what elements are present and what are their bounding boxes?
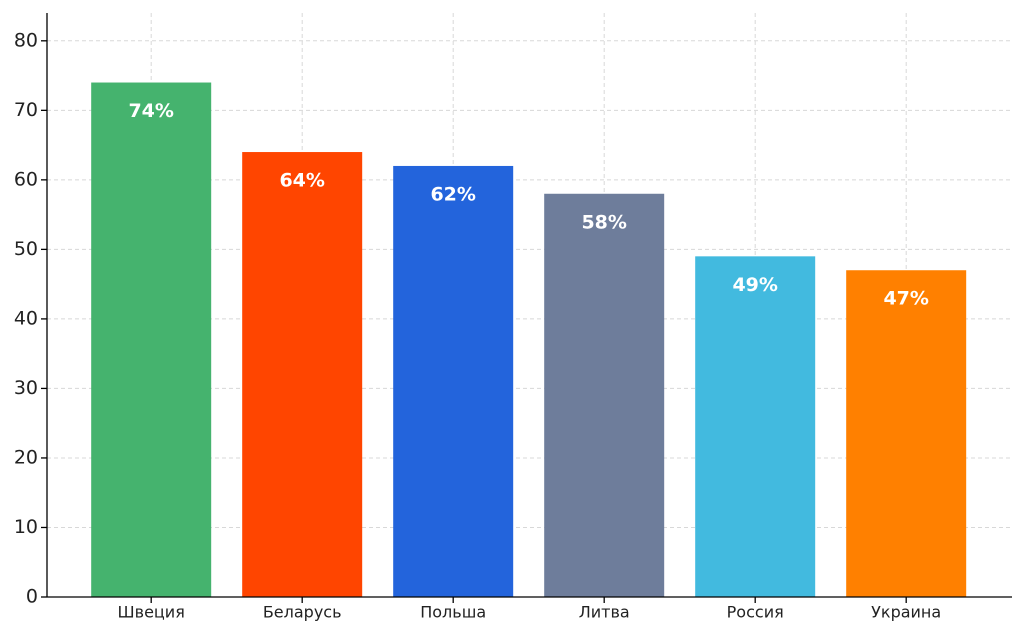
x-tick-label: Россия [727, 603, 784, 622]
x-tick-label: Беларусь [263, 603, 342, 622]
value-label: 47% [883, 288, 928, 310]
y-tick-label: 80 [14, 29, 38, 51]
x-tick-label: Польша [420, 603, 486, 622]
y-tick-label: 40 [14, 307, 38, 329]
bar [91, 82, 212, 598]
value-label: 64% [279, 170, 324, 192]
y-tick-label: 70 [14, 99, 38, 121]
bar [242, 152, 363, 598]
y-tick-label: 30 [14, 377, 38, 399]
bar [393, 165, 514, 597]
bar [695, 256, 816, 597]
y-tick-label: 0 [26, 586, 38, 608]
x-tick-label: Литва [579, 603, 630, 622]
y-tick-label: 10 [14, 516, 38, 538]
x-tick-label: Украина [871, 603, 941, 622]
bar [846, 270, 967, 597]
y-tick-label: 60 [14, 168, 38, 190]
x-tick-label: Швеция [118, 603, 185, 622]
value-label: 58% [581, 211, 626, 233]
y-tick-label: 20 [14, 446, 38, 468]
value-label: 49% [732, 274, 777, 296]
value-label: 74% [128, 100, 173, 122]
bar [544, 193, 665, 597]
value-label: 62% [430, 183, 475, 205]
y-tick-label: 50 [14, 238, 38, 260]
